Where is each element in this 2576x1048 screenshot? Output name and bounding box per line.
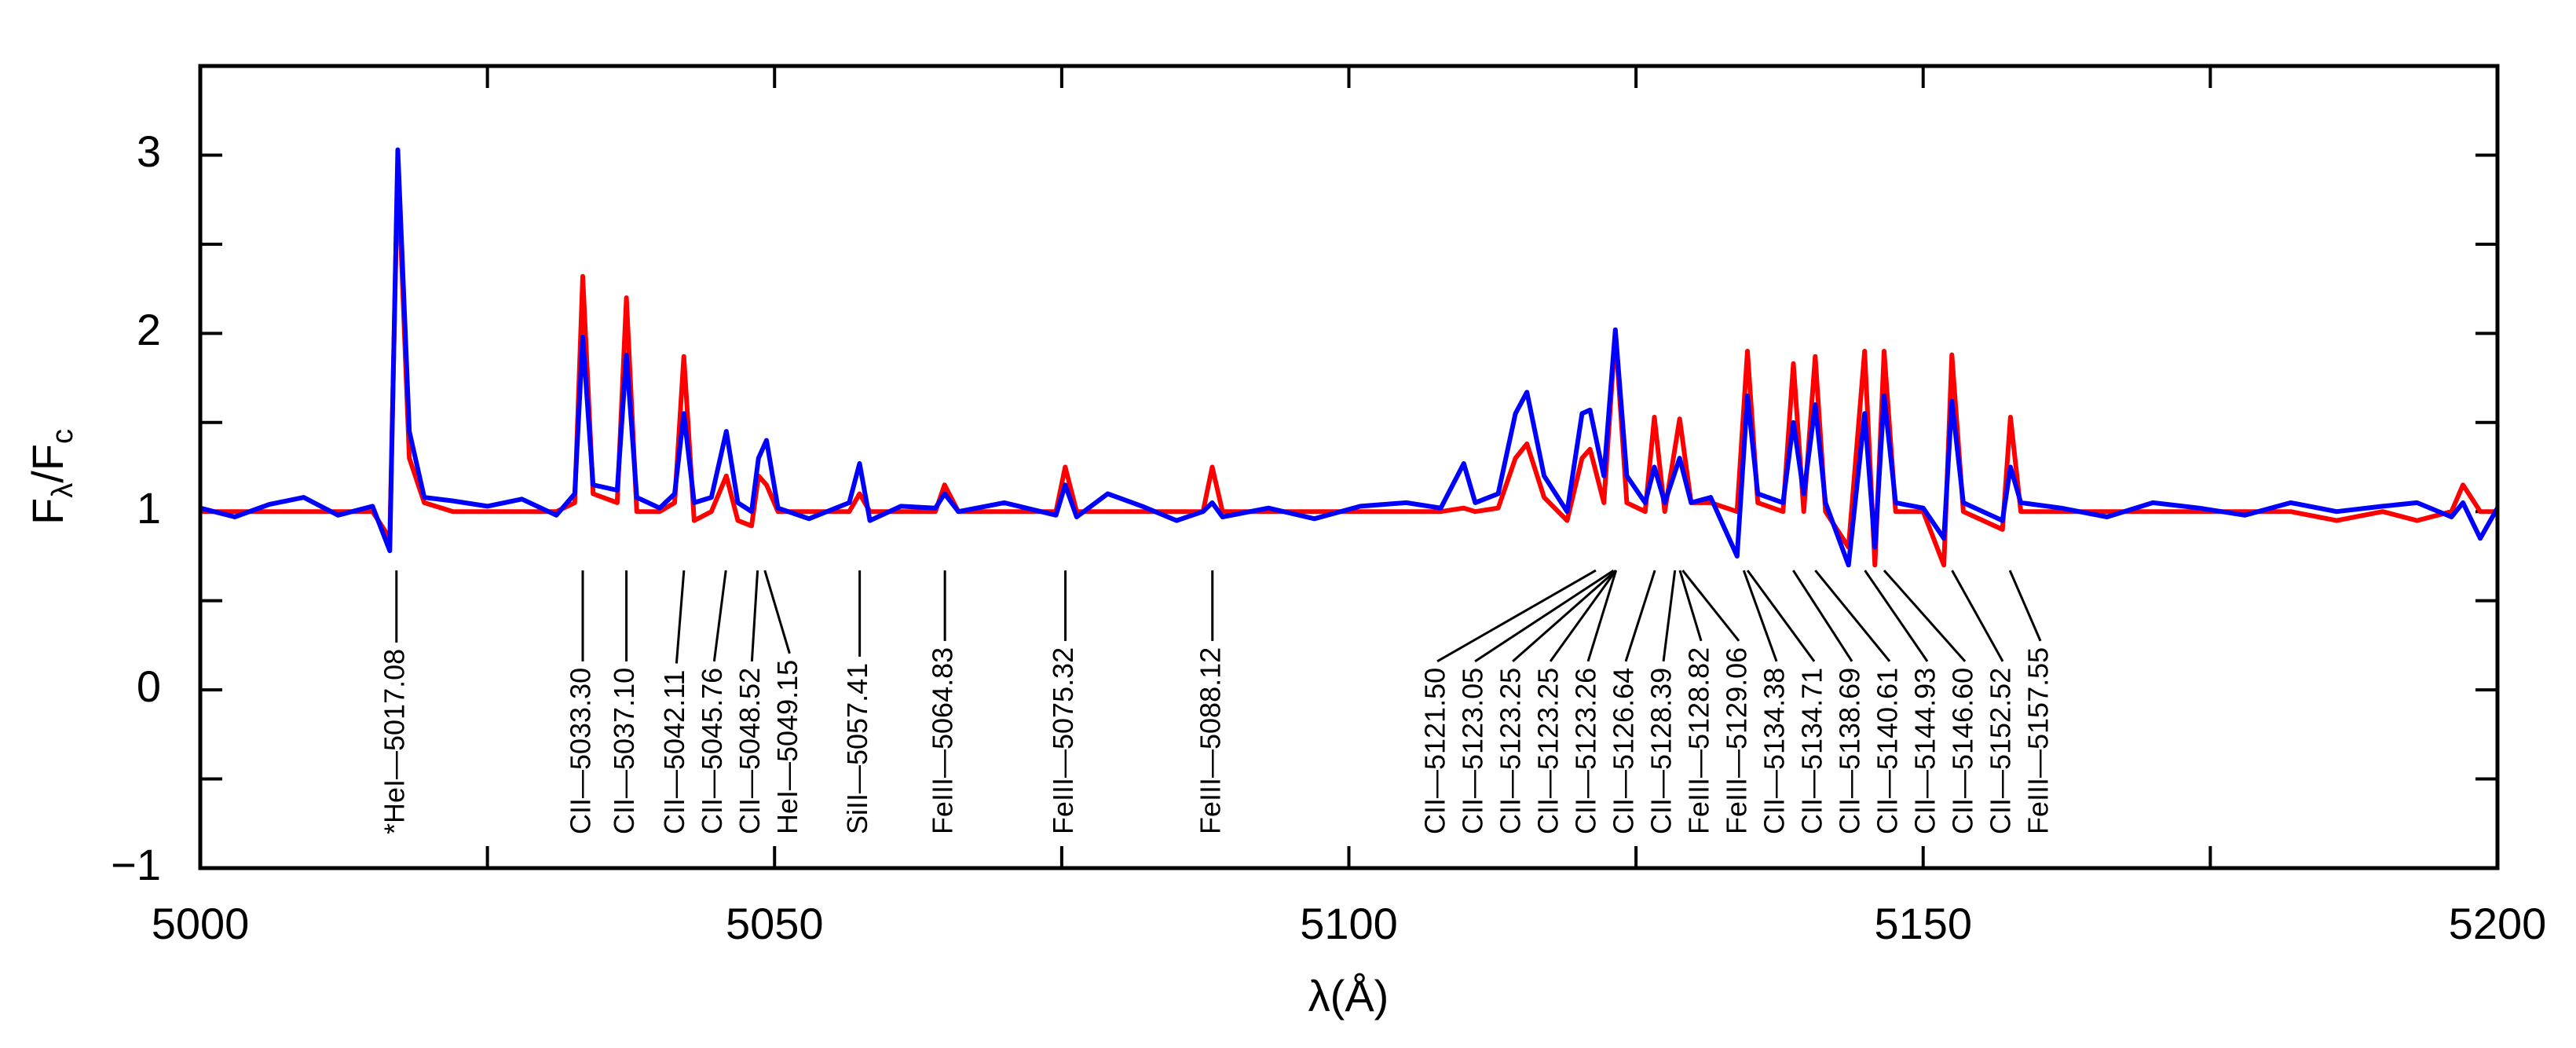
line-id-label: CII—5152.52 bbox=[1985, 668, 2017, 834]
line-id-label: CII—5123.26 bbox=[1570, 668, 1602, 834]
y-tick-label: −1 bbox=[111, 840, 161, 889]
line-id-leader bbox=[712, 570, 727, 662]
y-label-part: λ bbox=[46, 483, 79, 498]
y-tick-label: 1 bbox=[137, 483, 161, 533]
line-id-leader bbox=[1742, 570, 1778, 662]
line-id-leader bbox=[763, 570, 791, 654]
line-id-label: CII—5128.39 bbox=[1645, 668, 1678, 834]
y-tick-label: 3 bbox=[137, 126, 161, 176]
y-label-part: c bbox=[46, 429, 79, 444]
line-id-label: CII—5048.52 bbox=[734, 668, 766, 834]
x-tick-label: 5150 bbox=[1874, 899, 1972, 948]
line-id-label: HeI—5049.15 bbox=[771, 660, 803, 834]
line-id-leader bbox=[1512, 569, 1617, 662]
line-id-leader bbox=[2008, 570, 2042, 642]
x-axis-label: λ(Å) bbox=[1308, 971, 1389, 1021]
line-id-label: CII—5134.38 bbox=[1758, 668, 1791, 834]
line-id-leader bbox=[1746, 570, 1816, 662]
line-id-label: CII—5144.93 bbox=[1909, 668, 1941, 834]
line-id-label: FeIII—5128.82 bbox=[1683, 647, 1715, 834]
line-id-label: FeIII—5129.06 bbox=[1721, 647, 1753, 834]
x-tick-label: 5200 bbox=[2449, 899, 2547, 948]
line-id-label: CII—5134.71 bbox=[1796, 668, 1828, 834]
line-id-label: CII—5042.11 bbox=[658, 670, 690, 834]
plot-frame bbox=[198, 64, 2500, 870]
line-id-leader bbox=[1864, 570, 1929, 662]
line-id-leader bbox=[1624, 570, 1656, 662]
line-id-label: CII—5037.10 bbox=[608, 668, 640, 834]
line-id-label: SiII—5057.41 bbox=[841, 663, 873, 834]
spectrum-line bbox=[199, 147, 2500, 568]
line-id-leader bbox=[1474, 569, 1615, 663]
y-label-part: F bbox=[23, 498, 72, 525]
line-id-label: CII—5126.64 bbox=[1608, 668, 1640, 834]
line-id-leader bbox=[1586, 570, 1618, 662]
x-tick-label: 5050 bbox=[726, 899, 824, 948]
line-id-label: FeIII—5064.83 bbox=[927, 647, 959, 834]
y-label-part: /F bbox=[23, 444, 72, 483]
line-id-leader bbox=[750, 570, 759, 661]
y-tick-label: 0 bbox=[137, 661, 161, 711]
line-id-label: *HeI—5017.08 bbox=[378, 649, 410, 834]
line-id-label: FeIII—5075.32 bbox=[1047, 647, 1079, 834]
x-tick-label: 5100 bbox=[1300, 899, 1398, 948]
line-id-leader bbox=[1678, 570, 1703, 642]
line-id-label: CII—5033.30 bbox=[565, 668, 597, 834]
line-id-leader bbox=[675, 570, 686, 664]
line-id-leader bbox=[1951, 570, 2004, 662]
line-id-label: CII—5146.60 bbox=[1947, 668, 1979, 834]
line-id-label: FeIII—5088.12 bbox=[1194, 647, 1226, 834]
line-id-label: CII—5123.25 bbox=[1532, 668, 1564, 834]
line-id-label: CII—5138.69 bbox=[1834, 668, 1866, 834]
line-id-leader bbox=[1549, 570, 1617, 662]
line-id-leader bbox=[1814, 570, 1891, 662]
line-id-label: CII—5121.50 bbox=[1419, 668, 1451, 834]
line-id-label: FeIII—5157.55 bbox=[2022, 647, 2055, 834]
line-id-leader bbox=[1681, 570, 1740, 642]
line-id-label: CII—5123.05 bbox=[1457, 668, 1489, 834]
x-tick-label: 5000 bbox=[152, 899, 250, 948]
y-axis-label: Fλ/Fc bbox=[23, 429, 79, 525]
y-tick-label: 2 bbox=[137, 305, 161, 354]
line-id-label: CII—5140.61 bbox=[1872, 668, 1904, 834]
line-id-leader bbox=[1792, 570, 1853, 662]
line-id-label: CII—5045.76 bbox=[696, 668, 728, 834]
line-id-leader bbox=[1662, 570, 1677, 662]
line-id-label: CII—5123.25 bbox=[1495, 668, 1527, 834]
line-id-leader bbox=[1436, 569, 1597, 663]
line-id-leader bbox=[1883, 570, 1967, 662]
